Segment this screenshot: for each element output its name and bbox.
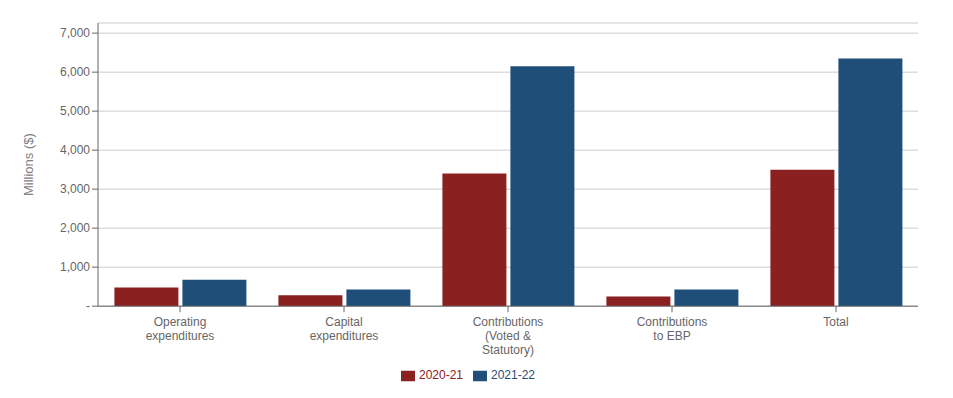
svg-text:5,000: 5,000 <box>60 104 90 118</box>
svg-text:Contributions(Voted &Statutory: Contributions(Voted &Statutory) <box>473 315 544 357</box>
svg-text:1,000: 1,000 <box>60 260 90 274</box>
svg-text:Capitalexpenditures: Capitalexpenditures <box>310 315 379 343</box>
html-text:2020-21: 2020-21 <box>419 368 463 383</box>
svg-text:7,000: 7,000 <box>60 26 90 40</box>
svg-text:-: - <box>86 299 90 313</box>
svg-text:3,000: 3,000 <box>60 182 90 196</box>
svg-text:2,000: 2,000 <box>60 221 90 235</box>
svg-text:6,000: 6,000 <box>60 65 90 79</box>
svg-text:Total: Total <box>823 315 848 329</box>
svg-text:Operatingexpenditures: Operatingexpenditures <box>146 315 215 343</box>
svg-text:Contributionsto EBP: Contributionsto EBP <box>637 315 708 343</box>
html-text:2021-22: 2021-22 <box>491 368 535 383</box>
svg-text:Millions ($): Millions ($) <box>21 133 36 196</box>
svg-text:4,000: 4,000 <box>60 143 90 157</box>
